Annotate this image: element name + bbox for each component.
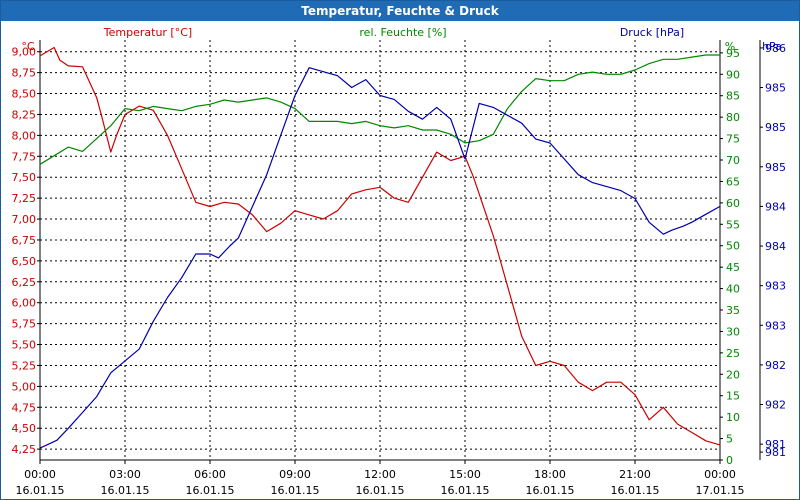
- x-date-label: 16.01.15: [271, 484, 320, 497]
- left-tick-label: 7,00: [12, 213, 37, 226]
- left-tick-label: 7,50: [12, 171, 37, 184]
- x-time-label: 15:00: [449, 468, 481, 481]
- left-tick-label: 6,50: [12, 255, 37, 268]
- middle-tick-label: 40: [726, 283, 740, 296]
- x-date-label: 16.01.15: [186, 484, 235, 497]
- left-tick-label: 5,25: [12, 359, 37, 372]
- right-tick-label: 986: [765, 42, 786, 55]
- left-tick-label: 8,75: [12, 67, 37, 80]
- right-tick-label: 985: [765, 161, 786, 174]
- x-time-label: 00:00: [24, 468, 56, 481]
- temperature-series-line: [39, 46, 721, 446]
- x-time-label: 03:00: [109, 468, 141, 481]
- pressure-series-label: Druck [hPa]: [620, 26, 684, 39]
- x-date-label: 16.01.15: [101, 484, 150, 497]
- left-tick-label: 6,25: [12, 276, 37, 289]
- right-tick-label: 985: [765, 82, 786, 95]
- right-tick-label: 983: [765, 280, 786, 293]
- left-tick-label: 8,25: [12, 108, 37, 121]
- left-tick-label: 6,75: [12, 234, 37, 247]
- right-tick-label: 981: [765, 438, 786, 451]
- middle-tick-label: 20: [726, 368, 740, 381]
- right-tick-label: 983: [765, 319, 786, 332]
- left-tick-label: 5,00: [12, 380, 37, 393]
- x-time-label: 09:00: [279, 468, 311, 481]
- right-tick-label: 984: [765, 200, 786, 213]
- left-tick-label: 4,50: [12, 422, 37, 435]
- right-tick-label: 982: [765, 359, 786, 372]
- middle-tick-label: 55: [726, 218, 740, 231]
- middle-tick-label: 25: [726, 347, 740, 360]
- humidity-series-line: [39, 54, 720, 165]
- x-date-label: 16.01.15: [356, 484, 405, 497]
- left-tick-label: 6,00: [12, 297, 37, 310]
- x-time-label: 18:00: [534, 468, 566, 481]
- chart-title: Temperatur, Feuchte & Druck: [1, 1, 799, 21]
- right-tick-label: 985: [765, 121, 786, 134]
- middle-tick-label: 75: [726, 133, 740, 146]
- left-tick-label: 4,25: [12, 443, 37, 456]
- middle-tick-label: 60: [726, 197, 740, 210]
- x-date-label: 16.01.15: [611, 484, 660, 497]
- middle-tick-label: 10: [726, 411, 740, 424]
- middle-tick-label: 45: [726, 261, 740, 274]
- right-tick-label: 982: [765, 399, 786, 412]
- middle-tick-label: 5: [726, 433, 733, 446]
- left-axis-unit: °C: [21, 40, 35, 53]
- middle-tick-label: 35: [726, 304, 740, 317]
- left-tick-label: 5,50: [12, 339, 37, 352]
- humidity-series-label: rel. Feuchte [%]: [359, 26, 446, 39]
- left-tick-label: 7,75: [12, 150, 37, 163]
- middle-tick-label: 30: [726, 325, 740, 338]
- middle-tick-label: 15: [726, 390, 740, 403]
- left-tick-label: 8,50: [12, 88, 37, 101]
- left-tick-label: 4,75: [12, 401, 37, 414]
- x-date-label: 16.01.15: [16, 484, 65, 497]
- x-time-label: 12:00: [364, 468, 396, 481]
- left-tick-label: 8,00: [12, 129, 37, 142]
- x-date-label: 16.01.15: [441, 484, 490, 497]
- middle-tick-label: 80: [726, 111, 740, 124]
- right-axis-unit: hPa: [762, 40, 782, 53]
- temperature-series-label: Temperatur [°C]: [103, 26, 192, 39]
- x-date-label: 17.01.15: [696, 484, 745, 497]
- middle-tick-label: 65: [726, 175, 740, 188]
- middle-tick-label: 95: [726, 47, 740, 60]
- left-tick-label: 9,00: [12, 46, 37, 59]
- x-time-label: 00:00: [704, 468, 736, 481]
- x-time-label: 06:00: [194, 468, 226, 481]
- pressure-series-line: [39, 67, 721, 449]
- middle-tick-label: 90: [726, 68, 740, 81]
- right-tick-label: 981: [765, 446, 786, 459]
- middle-tick-label: 70: [726, 154, 740, 167]
- x-time-label: 21:00: [619, 468, 651, 481]
- middle-tick-label: 50: [726, 240, 740, 253]
- middle-tick-label: 0: [726, 454, 733, 467]
- middle-axis-unit: %: [725, 40, 735, 53]
- middle-tick-label: 85: [726, 90, 740, 103]
- x-date-label: 16.01.15: [526, 484, 575, 497]
- left-tick-label: 5,75: [12, 318, 37, 331]
- right-tick-label: 984: [765, 240, 786, 253]
- left-tick-label: 7,25: [12, 192, 37, 205]
